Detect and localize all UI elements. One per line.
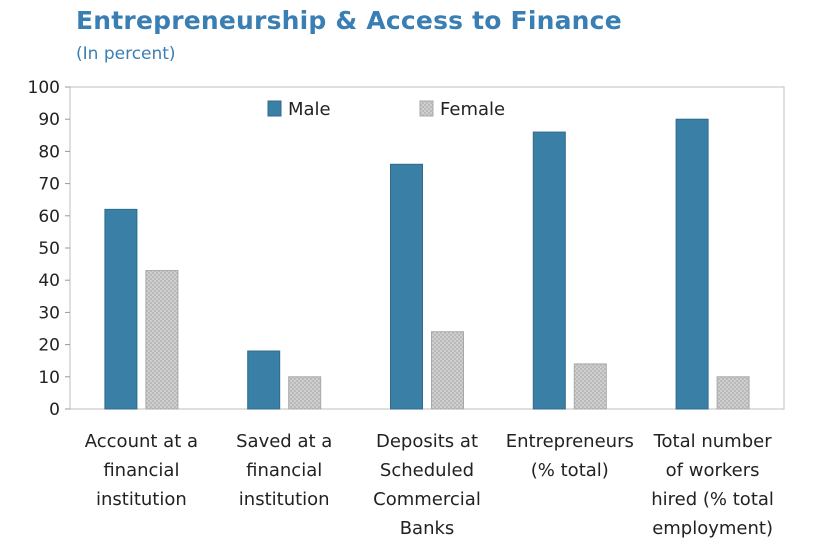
category-label: Deposits at [376,431,478,452]
y-tick-label: 30 [38,303,60,323]
y-tick-label: 40 [38,271,60,291]
bar-female-0 [145,270,179,410]
category-label: Saved at a [236,431,332,452]
y-tick-label: 70 [38,175,60,195]
category-label: employment) [652,518,773,539]
category-label: financial [246,460,322,481]
bar-male-0 [104,208,138,410]
bar-female-4 [716,376,750,410]
category-label: institution [239,489,330,510]
chart-subtitle: (In percent) [76,44,176,64]
category-label: Banks [400,518,455,539]
bar-male-3 [532,131,566,410]
y-tick-label: 100 [28,78,60,98]
bar-male-1 [247,350,281,410]
legend-swatch-male [267,100,282,117]
bar-male-2 [390,163,423,410]
y-tick-label: 50 [38,239,60,259]
y-tick-label: 80 [38,142,60,162]
bar-female-2 [431,331,464,410]
legend-swatch-female [419,100,434,117]
legend-label-female: Female [440,99,505,120]
chart-title: Entrepreneurship & Access to Finance [76,6,622,35]
y-tick-label: 90 [38,110,60,130]
y-tick-label: 60 [38,207,60,227]
category-label: Scheduled [380,460,474,481]
bar-female-1 [288,376,322,410]
category-label: hired (% total [651,489,774,510]
y-tick-label: 10 [38,368,60,388]
y-tick-label: 0 [49,400,60,420]
category-label: Entrepreneurs [506,431,634,452]
bar-male-4 [675,118,709,410]
category-label: institution [96,489,187,510]
category-label: Commercial [373,489,481,510]
legend-label-male: Male [288,99,331,120]
category-label: Account at a [85,431,198,452]
y-tick-label: 20 [38,336,60,356]
bar-female-3 [573,363,607,410]
category-label: financial [103,460,179,481]
category-label: (% total) [531,460,609,481]
category-label: of workers [666,460,760,481]
category-label: Total number [653,431,773,452]
